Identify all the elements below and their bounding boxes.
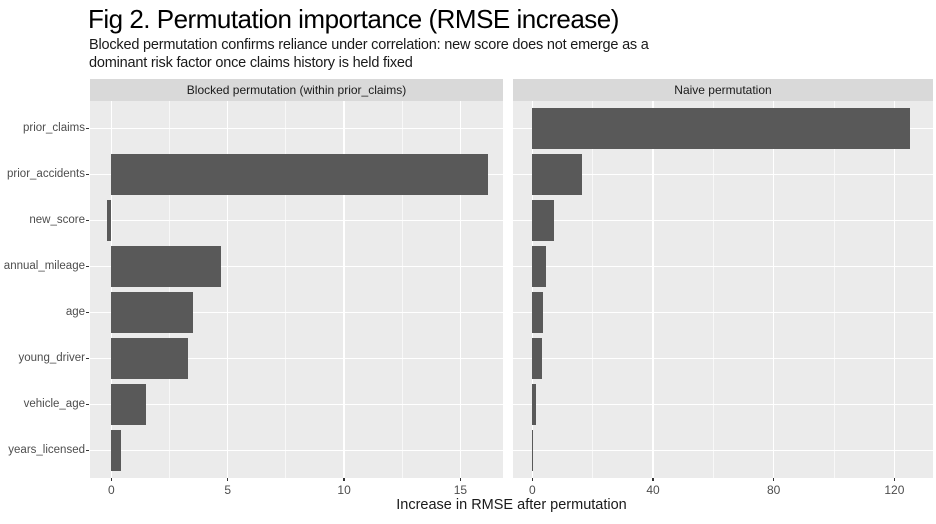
y-axis-label-young_driver: young_driver bbox=[18, 351, 85, 364]
gridline-major bbox=[513, 357, 933, 360]
x-axis-tick-mark bbox=[773, 478, 775, 481]
gridline-major bbox=[513, 403, 933, 406]
x-axis-tick-mark bbox=[893, 478, 895, 481]
x-axis-tick-label: 5 bbox=[224, 483, 232, 497]
y-axis-tick-mark bbox=[86, 265, 89, 268]
x-axis-tick-mark bbox=[652, 478, 654, 481]
gridline-major bbox=[90, 311, 503, 314]
bar-vehicle_age bbox=[111, 383, 147, 426]
x-axis-tick-label: 80 bbox=[767, 483, 781, 497]
x-axis-tick-label: 40 bbox=[646, 483, 660, 497]
bar-young_driver bbox=[532, 337, 542, 380]
bar-prior_accidents bbox=[111, 153, 489, 196]
gridline-major bbox=[90, 127, 503, 130]
bar-age bbox=[532, 291, 543, 334]
gridline-major bbox=[893, 101, 896, 478]
gridline-major bbox=[652, 101, 654, 478]
bar-prior_accidents bbox=[532, 153, 582, 196]
gridline-major bbox=[343, 101, 345, 478]
bar-vehicle_age bbox=[532, 383, 536, 426]
y-axis-label-age: age bbox=[65, 305, 85, 318]
bar-years_licensed bbox=[532, 429, 534, 472]
x-axis-tick-mark bbox=[227, 478, 229, 481]
x-axis-tick-mark bbox=[459, 478, 461, 481]
bar-new_score bbox=[532, 199, 555, 242]
bar-annual_mileage bbox=[532, 245, 546, 288]
y-axis-tick-mark bbox=[86, 311, 89, 314]
x-axis-tick-label: 10 bbox=[337, 483, 351, 497]
gridline-major bbox=[459, 101, 462, 478]
y-axis-tick-mark bbox=[86, 173, 89, 176]
x-axis-tick-label: 0 bbox=[108, 483, 115, 497]
gridline-major bbox=[226, 101, 229, 478]
gridline-minor bbox=[169, 101, 171, 478]
y-axis-label-prior_claims: prior_claims bbox=[23, 122, 85, 135]
chart-title: Fig 2. Permutation importance (RMSE incr… bbox=[88, 4, 619, 34]
bar-annual_mileage bbox=[111, 245, 221, 288]
bar-years_licensed bbox=[111, 429, 121, 472]
gridline-major bbox=[772, 101, 775, 478]
gridline-major bbox=[513, 265, 933, 268]
bar-new_score bbox=[106, 199, 112, 242]
gridline-major bbox=[90, 403, 503, 406]
gridline-major bbox=[513, 449, 933, 452]
y-axis-tick-mark bbox=[86, 403, 89, 406]
y-axis-label-vehicle_age: vehicle_age bbox=[23, 397, 85, 410]
gridline-major bbox=[90, 265, 503, 268]
gridline-major bbox=[513, 311, 933, 314]
panel-plot-area bbox=[90, 101, 503, 478]
gridline-major bbox=[90, 449, 503, 452]
y-axis-label-annual_mileage: annual_mileage bbox=[3, 260, 85, 272]
gridline-major bbox=[90, 219, 503, 222]
chart-subtitle: Blocked permutation confirms reliance un… bbox=[89, 37, 649, 71]
facet-strip: Blocked permutation (within prior_claims… bbox=[90, 79, 503, 101]
bar-young_driver bbox=[111, 337, 189, 380]
y-axis-tick-mark bbox=[86, 219, 89, 222]
x-axis-title: Increase in RMSE after permutation bbox=[396, 497, 627, 513]
x-axis-tick-label: 120 bbox=[884, 483, 905, 497]
gridline-major bbox=[513, 173, 933, 176]
gridline-major bbox=[110, 101, 113, 478]
y-axis-tick-mark bbox=[86, 357, 89, 360]
facet-strip: Naive permutation bbox=[513, 79, 933, 101]
x-axis-tick-mark bbox=[531, 478, 533, 481]
bar-age bbox=[111, 291, 193, 334]
gridline-major bbox=[513, 219, 933, 222]
facet-strip-label: Blocked permutation (within prior_claims… bbox=[186, 83, 407, 97]
y-axis-tick-mark bbox=[86, 127, 89, 130]
gridline-minor bbox=[833, 101, 835, 478]
y-axis-label-years_licensed: years_licensed bbox=[8, 443, 85, 456]
gridline-major bbox=[531, 101, 534, 478]
gridline-minor bbox=[712, 101, 714, 478]
y-axis-tick-mark bbox=[86, 449, 89, 451]
y-axis-label-new_score: new_score bbox=[29, 214, 85, 227]
gridline-major bbox=[90, 357, 503, 360]
gridline-minor bbox=[592, 101, 594, 478]
x-axis-tick-mark bbox=[343, 478, 345, 481]
panel-plot-area bbox=[513, 101, 933, 478]
y-axis-label-prior_accidents: prior_accidents bbox=[7, 168, 85, 181]
facet-strip-label: Naive permutation bbox=[674, 83, 772, 97]
x-axis-tick-label: 0 bbox=[528, 483, 536, 497]
x-axis-tick-label: 15 bbox=[453, 483, 468, 497]
gridline-minor bbox=[285, 101, 287, 478]
x-axis-tick-mark bbox=[110, 478, 112, 481]
bar-prior_claims bbox=[532, 107, 911, 150]
gridline-minor bbox=[401, 101, 403, 478]
